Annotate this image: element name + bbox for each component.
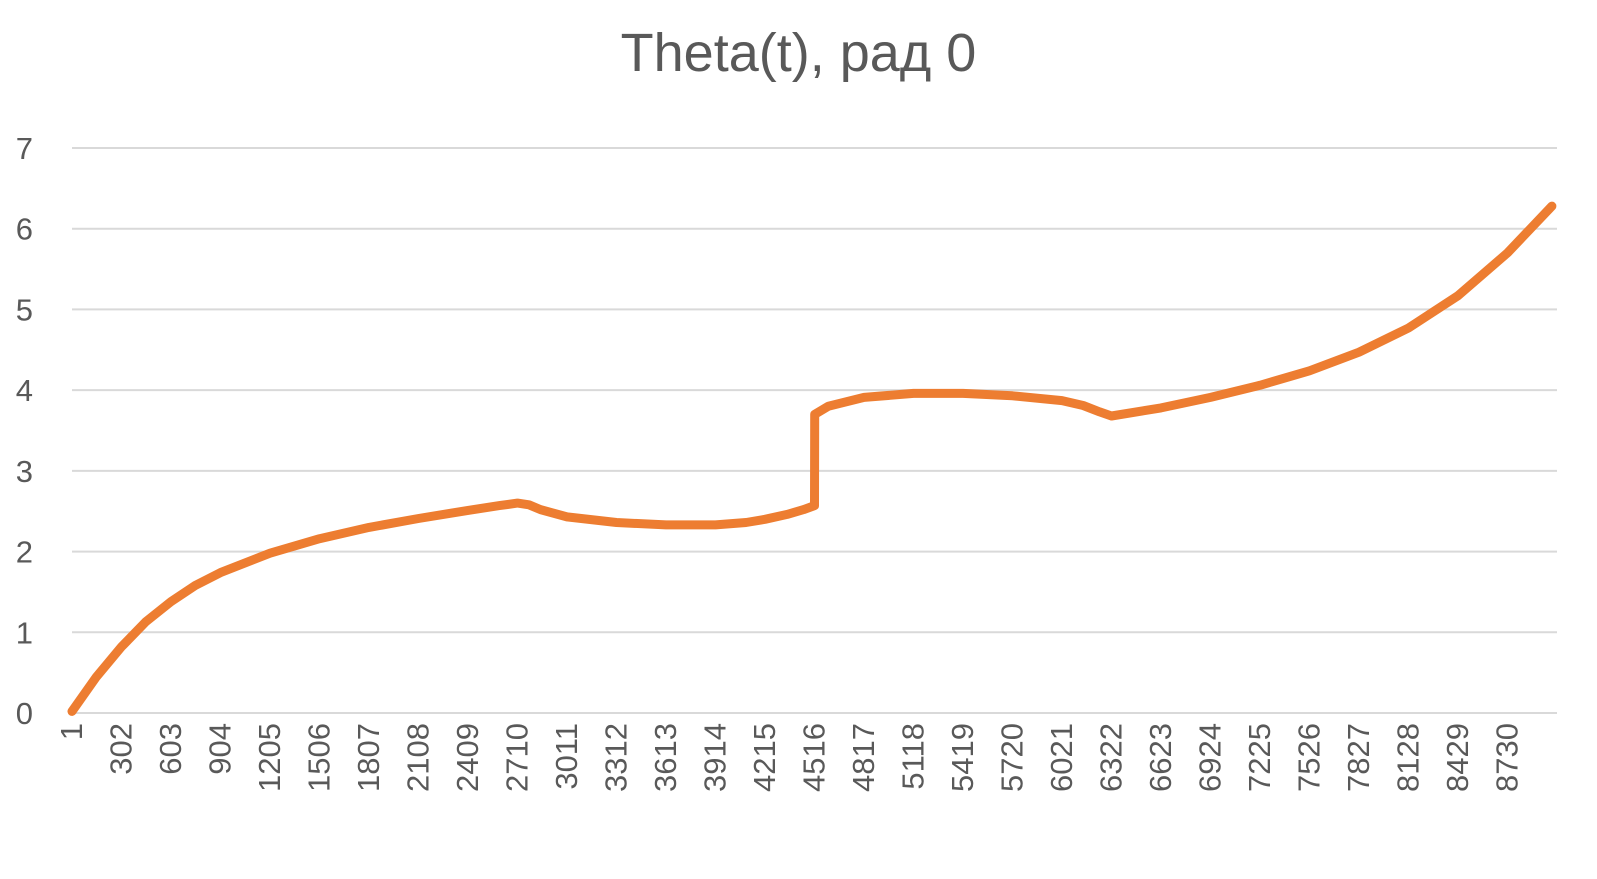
x-tick-label: 2710	[500, 723, 535, 792]
x-tick-label: 8730	[1490, 723, 1525, 792]
x-tick-label: 4817	[846, 723, 881, 792]
x-tick-label: 4516	[797, 723, 832, 792]
x-tick-label: 5118	[896, 723, 931, 790]
x-tick-label: 6021	[1044, 723, 1079, 792]
x-tick-label: 6322	[1094, 723, 1129, 792]
x-tick-label: 3914	[698, 723, 733, 792]
x-tick-label: 302	[104, 723, 139, 775]
x-tick-label: 904	[203, 723, 238, 775]
x-tick-label: 2108	[401, 723, 436, 792]
x-tick-label: 3011	[549, 723, 584, 790]
x-tick-label: 7526	[1292, 723, 1327, 792]
y-tick-label: 0	[16, 696, 33, 731]
x-tick-label: 603	[153, 723, 188, 775]
x-tick-label: 1	[54, 723, 89, 740]
gridlines	[72, 148, 1557, 632]
x-tick-label: 1205	[252, 723, 287, 792]
y-tick-label: 1	[16, 615, 33, 650]
y-tick-label: 3	[16, 454, 33, 489]
y-tick-labels: 0 1 2 3 4 5 6 7	[16, 131, 33, 731]
x-tick-label: 1506	[302, 723, 337, 792]
x-tick-labels: 1 302 603 904 1205 1506 1807 2108 2409 2710 3011 33…	[54, 723, 1525, 792]
x-tick-label: 3613	[648, 723, 683, 792]
y-tick-label: 7	[16, 131, 33, 166]
y-tick-label: 6	[16, 212, 33, 247]
y-tick-label: 4	[16, 373, 33, 408]
x-tick-label: 6924	[1193, 723, 1228, 792]
x-tick-label: 4215	[747, 723, 782, 792]
x-tick-label: 5720	[995, 723, 1030, 792]
x-tick-label: 8429	[1440, 723, 1475, 792]
y-tick-label: 5	[16, 292, 33, 327]
x-tick-label: 7225	[1242, 723, 1277, 792]
x-tick-label: 3312	[599, 723, 634, 792]
x-tick-label: 7827	[1341, 723, 1376, 792]
x-tick-label: 5419	[945, 723, 980, 792]
y-tick-label: 2	[16, 535, 33, 570]
series-line-0	[72, 206, 1552, 711]
series-layer	[72, 206, 1552, 711]
x-tick-label: 2409	[450, 723, 485, 792]
x-tick-label: 1807	[351, 723, 386, 792]
x-tick-label: 8128	[1391, 723, 1426, 792]
x-tick-label: 6623	[1143, 723, 1178, 792]
